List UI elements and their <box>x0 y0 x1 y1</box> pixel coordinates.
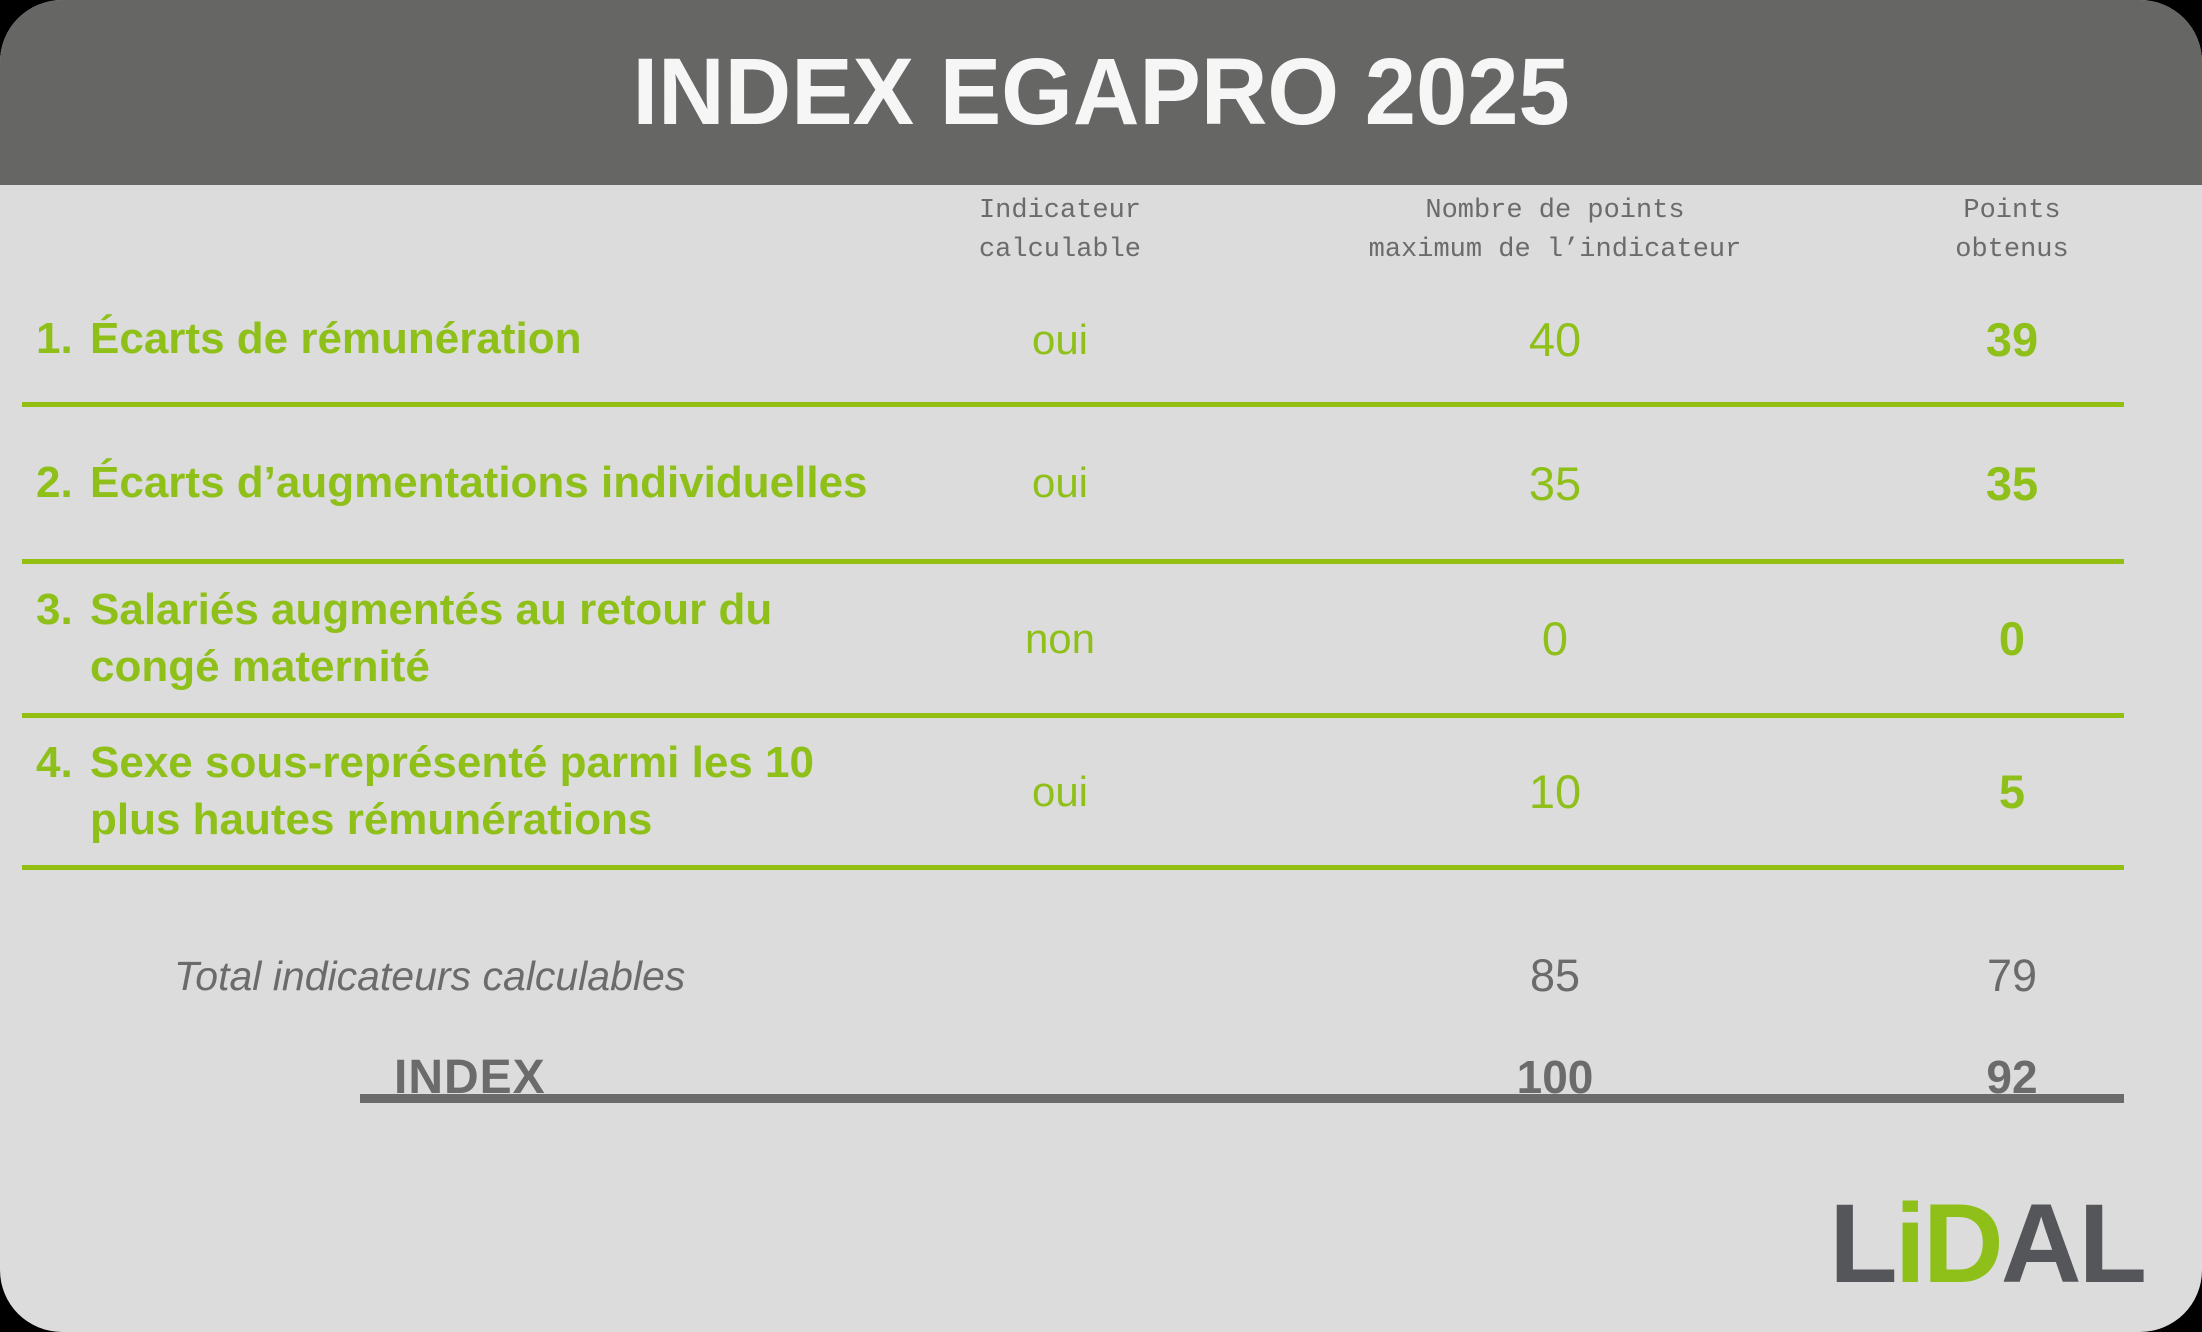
total-obtained-value: 79 <box>1986 950 2038 1001</box>
logo-part-green: iD <box>1894 1181 2004 1306</box>
calculable-value: non <box>1024 614 1096 662</box>
column-header-max-points: Nombre de points maximum de l’indicateur <box>1368 195 1742 265</box>
table-row: 4. Sexe sous-représenté parmi les 10 plu… <box>22 718 2124 870</box>
total-row: Total indicateurs calculables 85 79 <box>22 926 2124 1026</box>
max-points-value: 35 <box>1528 456 1582 510</box>
indicator-label: 1. Écarts de rémunération <box>22 311 910 367</box>
index-row: INDEX 100 92 <box>22 1026 2124 1128</box>
column-header-points-obtained: Points obtenus <box>1955 195 2069 265</box>
lidal-logo: LiDAL <box>1829 1188 2147 1300</box>
indicator-label: 2. Écarts d’augmentations individuelles <box>22 455 910 511</box>
points-obtained-value: 0 <box>1998 612 2026 665</box>
indicator-label: 3. Salariés augmentés au retour du congé… <box>22 582 910 695</box>
header-band: INDEX EGAPRO 2025 <box>0 0 2202 185</box>
indicators-table: Indicateur calculable Nombre de points m… <box>22 185 2124 1128</box>
indicator-label: 4. Sexe sous-représenté parmi les 10 plu… <box>22 735 910 848</box>
logo-part-dark: AL <box>2000 1181 2147 1306</box>
index-underline <box>360 1094 2124 1103</box>
table-header-row: Indicateur calculable Nombre de points m… <box>22 185 2124 277</box>
max-points-value: 10 <box>1528 765 1582 818</box>
table-row: 1. Écarts de rémunération oui 40 39 <box>22 277 2124 407</box>
points-obtained-value: 5 <box>1998 765 2026 818</box>
column-header-calculable: Indicateur calculable <box>978 195 1142 265</box>
total-max-value: 85 <box>1529 950 1581 1001</box>
calculable-value: oui <box>1031 315 1089 363</box>
logo-part-dark: L <box>1829 1181 1897 1306</box>
points-obtained-value: 35 <box>1985 456 2039 510</box>
calculable-value: oui <box>1031 459 1089 506</box>
indicator-number: 1. <box>36 314 73 364</box>
table-row: 2. Écarts d’augmentations individuelles … <box>22 407 2124 564</box>
page-title: INDEX EGAPRO 2025 <box>632 39 1570 145</box>
indicator-number: 3. <box>36 585 73 635</box>
indicator-number: 2. <box>36 457 73 507</box>
spacer <box>22 870 2124 926</box>
calculable-value: oui <box>1031 767 1089 815</box>
table-row: 3. Salariés augmentés au retour du congé… <box>22 564 2124 718</box>
max-points-value: 40 <box>1528 313 1582 366</box>
indicator-number: 4. <box>36 738 73 788</box>
total-label: Total indicateurs calculables <box>174 952 686 999</box>
max-points-value: 0 <box>1541 612 1569 665</box>
points-obtained-value: 39 <box>1985 313 2039 366</box>
